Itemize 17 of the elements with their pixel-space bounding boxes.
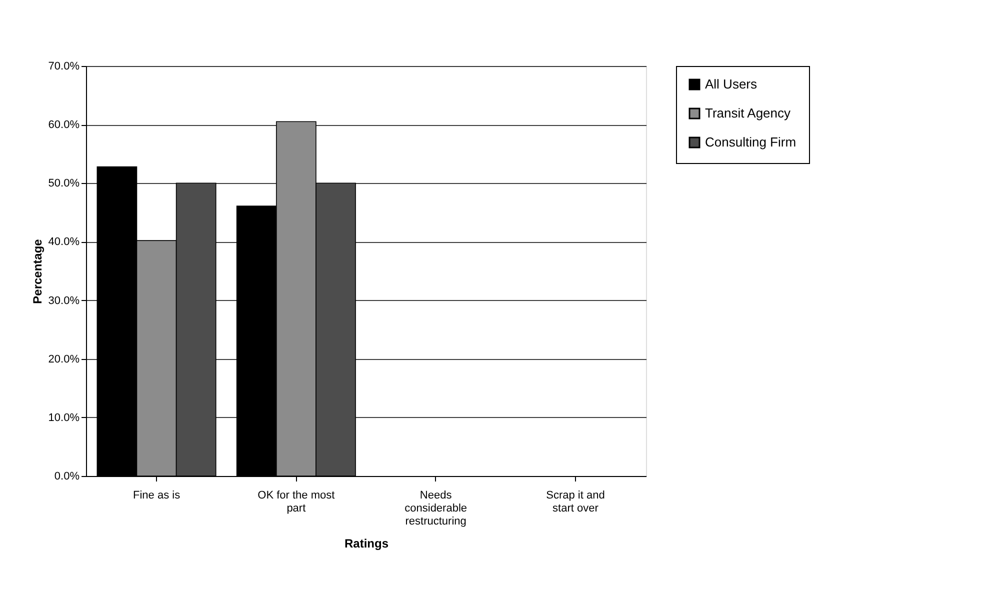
y-tick-label: 50.0%	[48, 178, 80, 190]
y-tick-label: 10.0%	[48, 412, 80, 424]
x-tick-label: Needs considerable restructuring	[404, 490, 468, 528]
y-axis-title: Percentage	[30, 238, 44, 304]
y-tick-label: 60.0%	[48, 119, 80, 132]
y-tick-label: 20.0%	[48, 353, 80, 366]
legend-label: All Users	[705, 76, 758, 92]
y-tick-label: 40.0%	[48, 236, 80, 248]
y-tick-label: 0.0%	[54, 470, 80, 482]
legend-label: Consulting Firm	[705, 134, 796, 150]
x-tick-label: Scrap it and start over	[546, 490, 605, 514]
y-tick-label: 70.0%	[48, 60, 80, 72]
legend-label: Transit Agency	[705, 106, 792, 120]
x-axis-title: Ratings	[344, 536, 389, 550]
x-tick-label: OK for the most part	[258, 490, 335, 514]
y-tick-label: 30.0%	[48, 294, 80, 307]
x-tick-label: Fine as is	[132, 490, 181, 502]
